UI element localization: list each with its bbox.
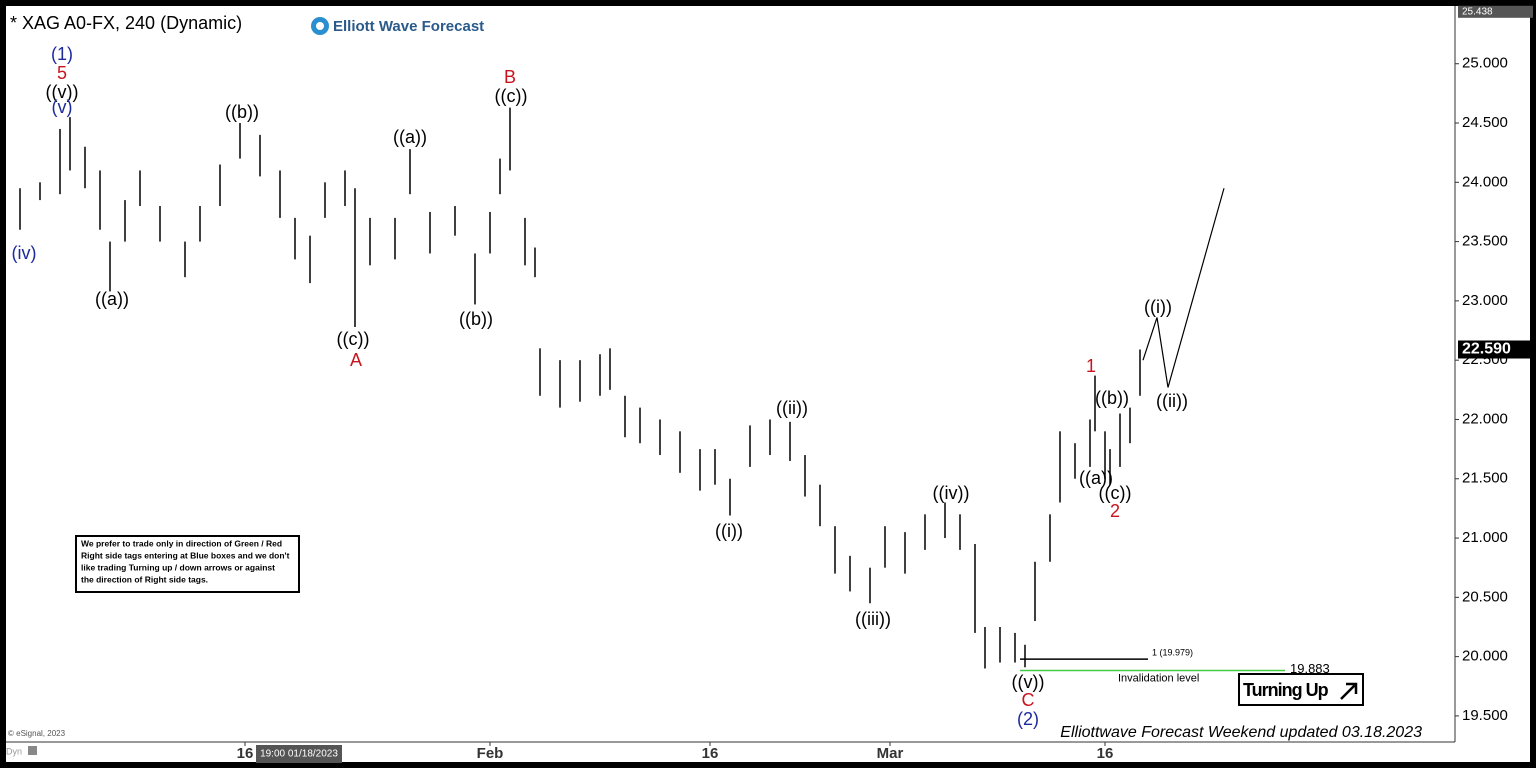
cursor-label-box [256,745,342,763]
x-tick-label: 16 [702,745,719,762]
wave-label: 1 [1086,356,1096,376]
wave-label: ((v)) [46,82,79,102]
chart-background [6,6,1530,762]
turning-up-badge: Turning Up [1238,673,1364,706]
price-tag-label: 25.438 [1462,6,1493,17]
wave-label: 5 [57,63,67,83]
badge-arrow [1340,682,1358,700]
wave-label: ((i)) [1144,297,1172,317]
logo-icon-center [316,22,324,30]
wave-label: ((iv)) [933,483,970,503]
note-line: Right side tags entering at Blue boxes a… [81,550,290,560]
footer: Elliottwave Forecast Weekend updated 03.… [1060,724,1422,741]
note-box: We prefer to trade only in direction of … [75,535,300,593]
wave-label: C [1022,690,1035,710]
mode-label: Dyn [6,746,22,756]
projection-path [1142,188,1225,388]
logo: Elliott Wave Forecast [311,17,484,35]
wave-label: ((b)) [1095,388,1129,408]
chart-title: * XAG A0-FX, 240 (Dynamic) [10,13,242,33]
wave-label: ((i)) [715,521,743,541]
wave-label: (iv) [12,243,37,263]
y-tick-label: 23.500 [1462,233,1508,250]
wave-labels: (1) 5 ((v)) (v) (iv) ((a)) ((b)) ((c)) A… [12,44,1188,729]
level-label: 19.883 [1290,661,1330,676]
wave-label: (v) [52,97,73,117]
price-tag [1458,340,1533,359]
note-line: We prefer to trade only in direction of … [81,538,282,548]
wave-label: 2 [1110,501,1120,521]
badge-border [1238,673,1364,706]
wave-label: ((c)) [1099,483,1132,503]
y-tick-label: 24.000 [1462,173,1508,190]
y-tick-label: 25.000 [1462,55,1508,72]
copyright: © eSignal, 2023 [8,729,66,738]
wave-label: ((v)) [1012,672,1045,692]
price-tag [1458,5,1533,18]
logo-text: Elliott Wave Forecast [333,18,484,35]
y-tick-label: 22.000 [1462,410,1508,427]
y-tick-label: 23.000 [1462,292,1508,309]
wave-label: ((iii)) [855,609,891,629]
note-line: like trading Turning up / down arrows or… [81,562,275,572]
x-tick-label: Feb [477,745,504,762]
wave-label: (1) [51,44,73,64]
y-tick-label: 19.500 [1462,707,1508,724]
level-label: 1 (19.979) [1152,647,1193,657]
price-tag-label: 22.590 [1462,341,1511,358]
y-tick-label: 20.500 [1462,588,1508,605]
wave-label: ((b)) [225,102,259,122]
wave-label: ((ii)) [776,398,808,418]
cursor-label: 19:00 01/18/2023 [260,749,338,760]
wave-label: ((c)) [495,86,528,106]
wave-label: ((ii)) [1156,391,1188,411]
wave-label: ((c)) [337,329,370,349]
invalidation-label: Invalidation level [1118,672,1199,684]
wave-label: (2) [1017,709,1039,729]
note-line: the direction of Right side tags. [81,574,208,584]
badge-text: Turning Up [1243,680,1329,700]
y-tick-label: 21.500 [1462,470,1508,487]
x-tick-label: 16 [1097,745,1114,762]
x-tick-label: Mar [877,745,904,762]
wave-label: A [350,350,362,370]
y-tick-label: 24.500 [1462,114,1508,131]
y-tick-label: 21.000 [1462,529,1508,546]
mode-icon [28,746,37,755]
y-tick-label: 20.000 [1462,648,1508,665]
wave-label: ((b)) [459,309,493,329]
note-border [75,535,300,593]
x-tick-label: 16 [237,745,254,762]
wave-label: B [504,67,516,87]
wave-label: ((a)) [95,289,129,309]
wave-label: ((a)) [393,127,427,147]
